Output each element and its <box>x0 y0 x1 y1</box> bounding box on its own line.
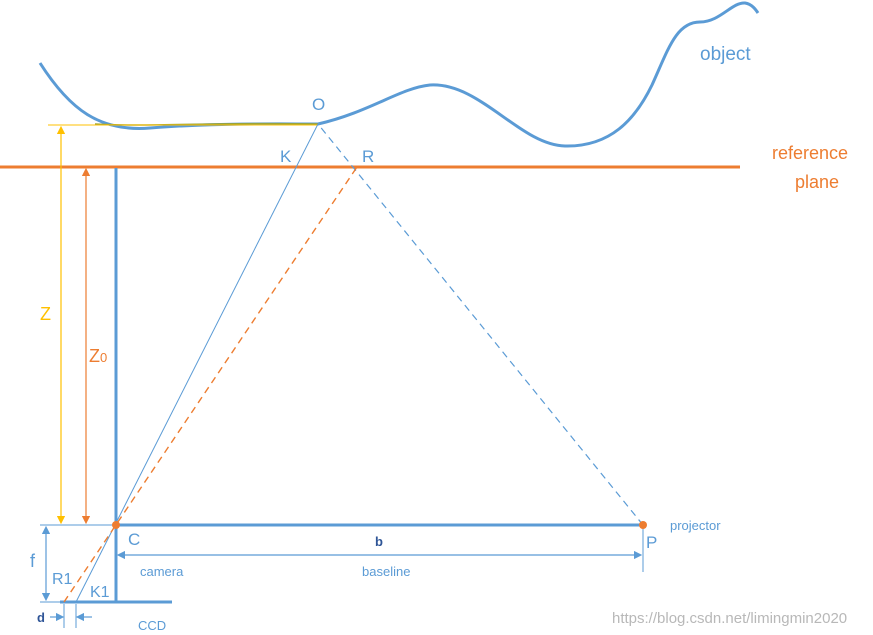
camera-label: camera <box>140 564 184 579</box>
ccd-label: CCD <box>138 618 166 633</box>
z-label: Z <box>40 304 51 324</box>
f-label: f <box>30 551 36 571</box>
ray-camera-to-r <box>63 166 358 603</box>
baseline-label: baseline <box>362 564 410 579</box>
reference-plane-label-line1: reference <box>772 143 848 163</box>
point-o-label: O <box>312 95 325 114</box>
ray-projector-to-o <box>317 123 644 526</box>
projector-label: projector <box>670 518 721 533</box>
r1-label: R1 <box>52 571 73 588</box>
p-label: P <box>646 533 657 552</box>
point-r-label: R <box>362 147 374 166</box>
watermark-text: https://blog.csdn.net/limingmin2020 <box>612 610 847 627</box>
z0-label: Z0 <box>89 346 107 366</box>
reference-plane-label-line2: plane <box>795 172 839 192</box>
object-label: object <box>700 44 751 65</box>
point-k-label: K <box>280 147 292 166</box>
d-label: d <box>37 610 45 625</box>
c-label: C <box>128 530 140 549</box>
b-label: b <box>375 534 383 549</box>
z0-label-main: Z <box>89 346 100 366</box>
projector-point <box>639 521 647 529</box>
z0-label-sub: 0 <box>100 350 107 365</box>
object-surface-curve <box>38 1 760 148</box>
k1-label: K1 <box>90 584 110 601</box>
camera-point <box>112 521 120 529</box>
